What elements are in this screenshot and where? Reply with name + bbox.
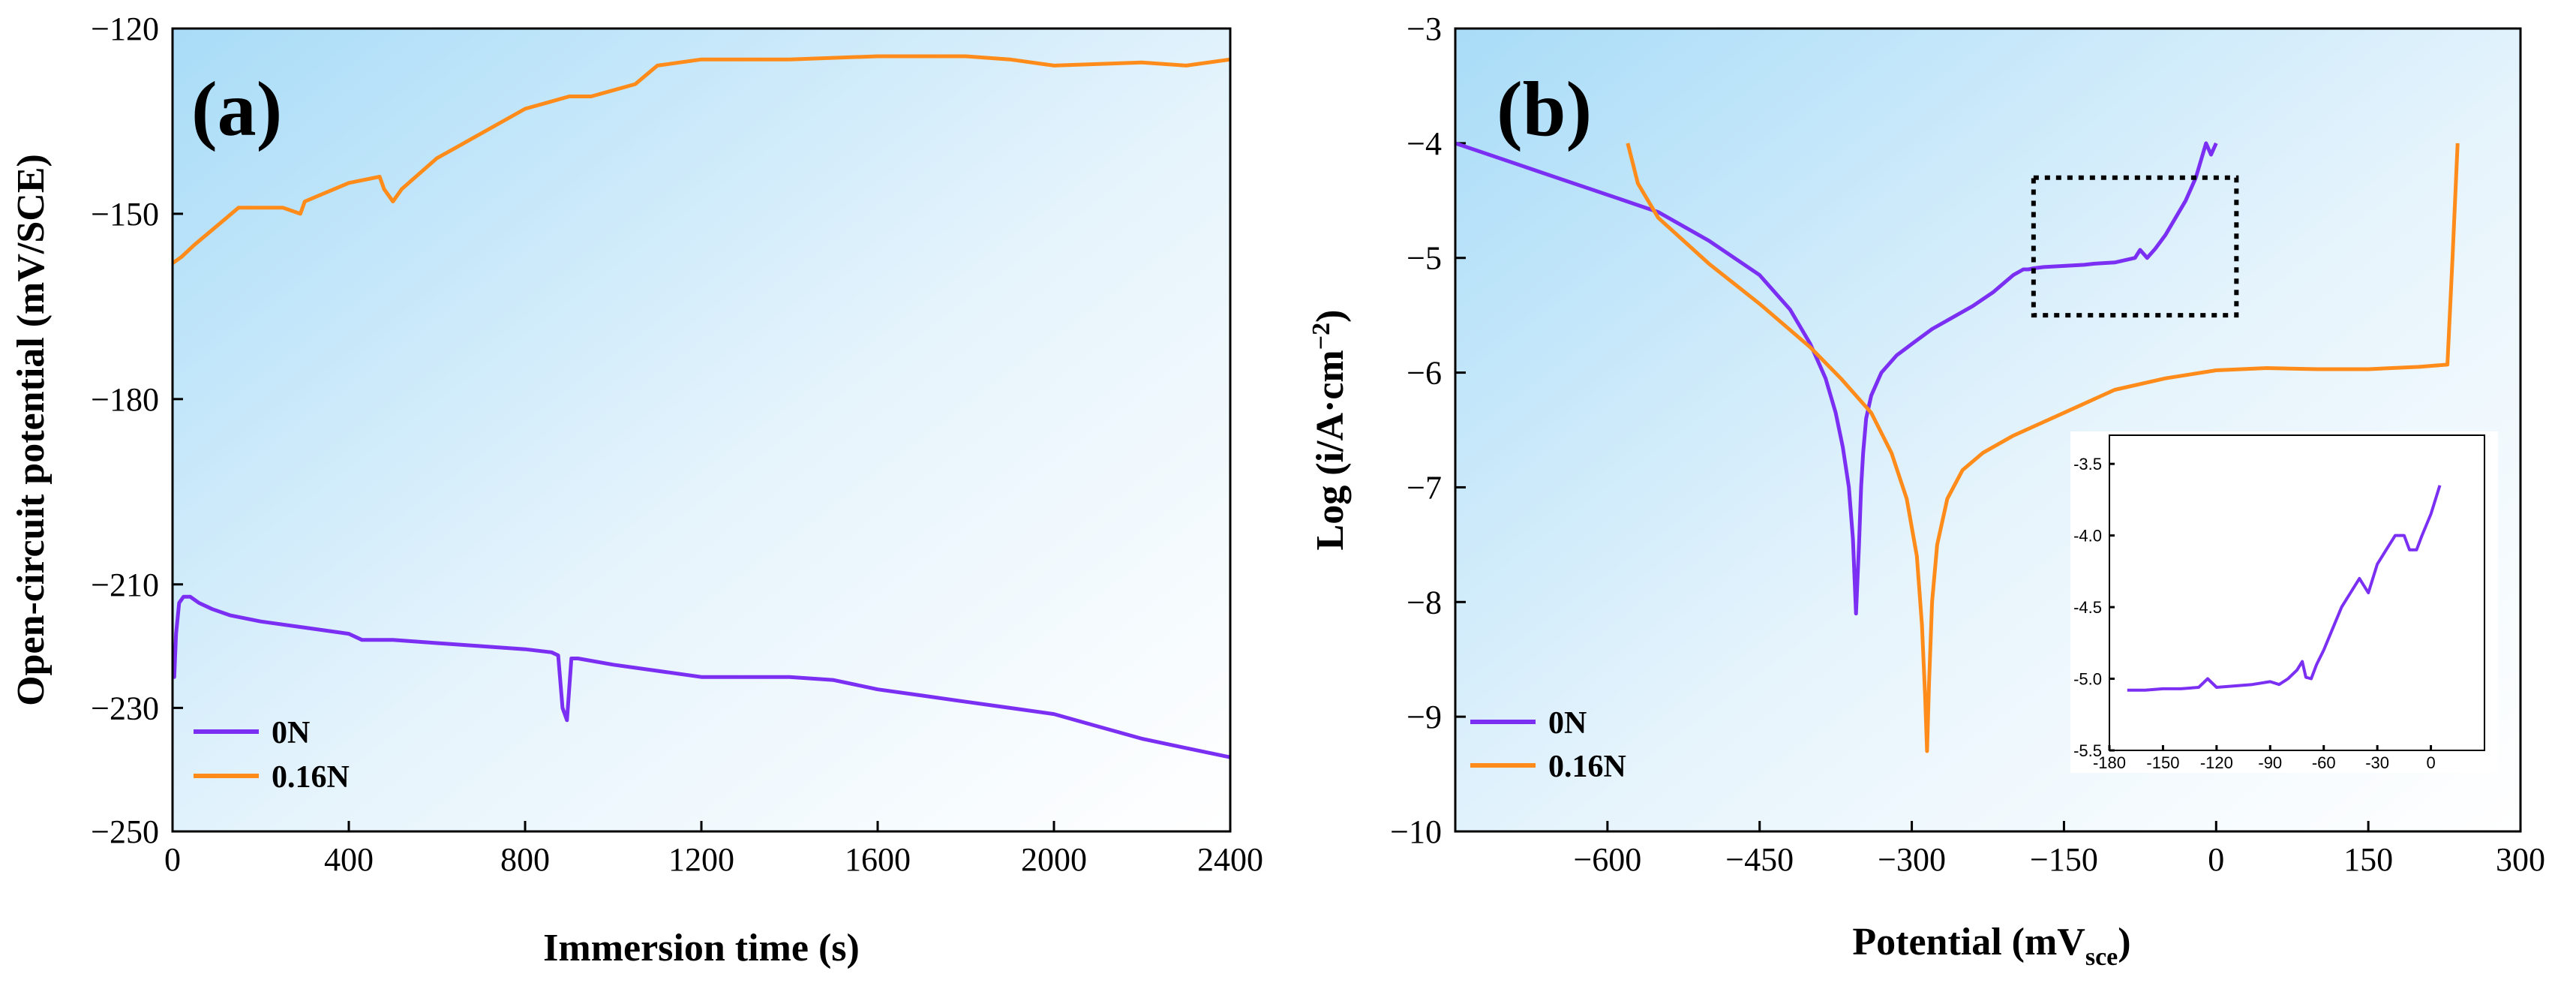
panel-a-plot-background [173,29,1230,831]
panel-a-legend-label-0N: 0N [272,716,310,750]
panel-b-legend-label-0N: 0N [1548,706,1587,741]
panel-b-frame [1454,27,2522,833]
a-y-tick-label: −250 [91,813,159,850]
panel-b-x-axis-title-subscript: sce [2085,943,2118,971]
a-x-tick-label: 0 [164,841,181,878]
panel-a-series-0N-line [173,594,1230,759]
a-y-tick-label: −150 [91,196,159,233]
panel-b-y-axis-title-end: ) [1309,310,1352,323]
a-x-tick-label: 1200 [668,841,734,878]
b-x-tick-label: −150 [2030,841,2098,878]
inset-y-tick-label: -4.0 [2073,527,2102,546]
b-x-tick-label: −300 [1878,841,1946,878]
panel-a: 0 400 800 1200 1600 2000 2400 −250 −230 −210 −180… [10,11,1263,969]
inset-x-tick-label: 0 [2426,753,2435,772]
inset-y-tick-label: -5.0 [2073,670,2102,689]
panel-b-x-axis-title-main: Potential (mV [1852,921,2085,963]
a-x-tick-label: 2400 [1197,841,1263,878]
panel-a-x-axis-title: Immersion time (s) [543,927,860,969]
panel-b-y-tick-labels: −10 −9 −8 −7 −6 −5 −4 −3 [1390,11,1442,850]
panel-a-y-axis-title: Open-circuit potential (mV/SCE) [10,154,53,706]
b-y-tick-label: −8 [1407,584,1442,621]
b-y-tick-label: −3 [1407,11,1442,47]
panel-b-x-axis-title: Potential (mVsce) [1852,921,2130,971]
inset-x-tick-label: -180 [2093,753,2126,772]
a-x-tick-label: 1600 [845,841,911,878]
a-y-tick-label: −230 [91,690,159,726]
panel-b-series-0N-line [1455,141,2218,616]
panel-b-legend-label-016N: 0.16N [1548,750,1626,784]
panel-b-inset-frame [2109,434,2485,751]
panel-b-x-axis-title-close: ) [2118,921,2130,963]
panel-b-inset-ticks [2108,462,2433,752]
b-y-tick-label: −7 [1407,469,1442,506]
inset-y-tick-label: -5.5 [2073,741,2102,760]
panel-b-inset-x-tick-labels: -180 -150 -120 -90 -60 -30 0 [2093,753,2436,772]
panel-a-y-tick-labels: −250 −230 −210 −180 −150 −120 [91,11,159,850]
panel-a-x-tick-labels: 0 400 800 1200 1600 2000 2400 [164,841,1263,878]
panel-b-inset-y-tick-labels: -5.5 -5.0 -4.5 -4.0 -3.5 [2073,455,2102,760]
b-y-tick-label: −6 [1407,355,1442,392]
panel-a-legend-label-016N: 0.16N [272,760,350,795]
b-y-tick-label: −5 [1407,240,1442,277]
b-y-tick-label: −4 [1407,125,1442,162]
panel-b-y-axis-title: Log (i/A·cm−2) [1308,310,1352,551]
b-y-tick-label: −10 [1390,813,1442,850]
b-x-tick-label: −450 [1725,841,1794,878]
panel-a-legend: 0N 0.16N [194,716,350,795]
b-x-tick-label: −600 [1573,841,1641,878]
b-y-tick-label: −9 [1407,699,1442,735]
b-x-tick-label: 150 [2343,841,2393,878]
inset-x-tick-label: -60 [2312,753,2336,772]
panel-b-series-016N-line [1626,143,2460,753]
panel-b-y-axis-title-main: Log (i/A·cm [1309,350,1352,550]
panel-b-y-axis-title-superscript: −2 [1308,323,1335,350]
a-x-tick-label: 2000 [1021,841,1087,878]
a-y-tick-label: −120 [91,11,159,47]
panel-b-inset-series-0N-line [2127,485,2442,692]
b-x-tick-label: 0 [2208,841,2224,878]
b-x-tick-label: 300 [2496,841,2545,878]
inset-x-tick-label: -90 [2258,753,2282,772]
panel-b-label: (b) [1497,66,1592,152]
a-y-tick-label: −180 [91,381,159,418]
panel-a-label: (a) [191,66,282,152]
inset-y-tick-label: -4.5 [2073,598,2102,617]
inset-x-tick-label: -150 [2146,753,2179,772]
inset-x-tick-label: -30 [2365,753,2389,772]
inset-x-tick-label: -120 [2200,753,2233,772]
panel-b-inset: -180 -150 -120 -90 -60 -30 0 -5.5-5.0-4.5-4.0-… [2070,431,2498,773]
inset-y-tick-label: -3.5 [2073,455,2102,473]
a-x-tick-label: 800 [500,841,550,878]
panel-b-legend: 0N 0.16N [1470,706,1626,784]
panel-b: −600 −450 −300 −150 0 150 300 −10−9−8−7−6−5−4−… [1308,11,2545,971]
a-x-tick-label: 400 [324,841,374,878]
panel-b-x-tick-labels: −600 −450 −300 −150 0 150 300 [1573,841,2545,878]
a-y-tick-label: −210 [91,567,159,603]
panel-b-highlight-box [2031,175,2239,318]
panel-a-series-016N-line [173,54,1230,265]
panel-a-frame [171,27,1232,833]
